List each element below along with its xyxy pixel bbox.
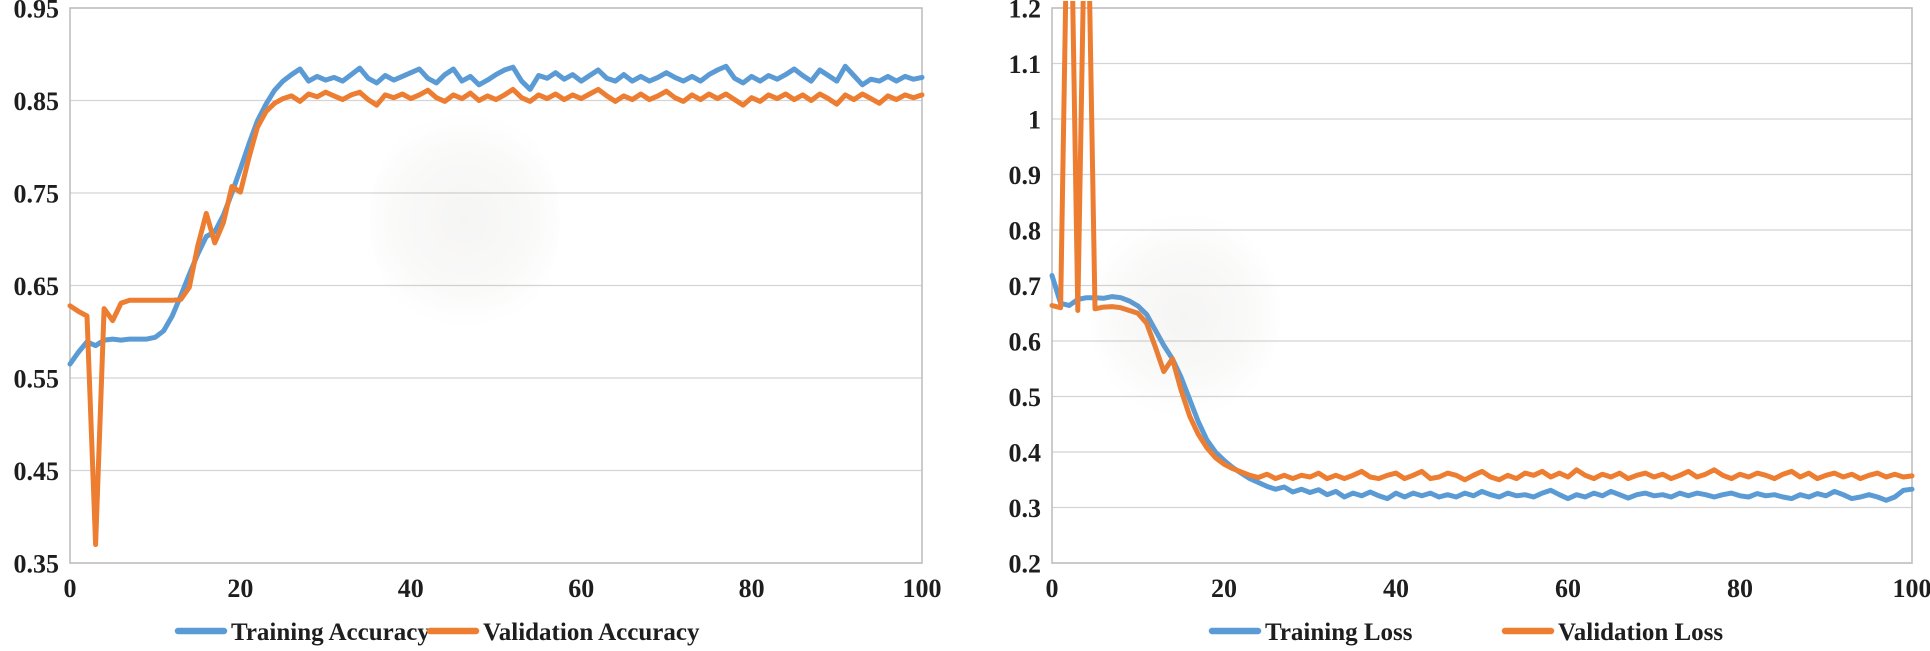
y-tick-label: 1.1: [1009, 50, 1042, 79]
plot-frame: [1051, 7, 1913, 564]
x-tick-label: 0: [64, 574, 77, 603]
x-tick-label: 20: [1211, 574, 1237, 603]
x-tick-label: 60: [1555, 574, 1581, 603]
training-loss-line: [1049, 273, 1915, 503]
training-loss-legend-label: Training Loss: [1265, 619, 1413, 646]
y-tick-label: 0.5: [1009, 383, 1042, 412]
accuracy-chart: 0.35 0.45 0.55 0.65 0.75 0.85 0.95 0 20 40 60 80 100…: [14, 0, 942, 646]
y-tick-label: 0.8: [1009, 217, 1042, 246]
y-tick-label: 0.35: [14, 550, 60, 579]
x-tick-label: 100: [1893, 574, 1930, 603]
y-tick-label: 0.4: [1009, 439, 1042, 468]
y-tick-label: 0.3: [1009, 494, 1042, 523]
validation-accuracy-line: [67, 86, 925, 547]
y-tick-label: 0.6: [1009, 328, 1042, 357]
y-tick-label: 0.85: [14, 87, 60, 116]
y-tick-label: 0.65: [14, 272, 60, 301]
y-tick-label: 1: [1028, 106, 1041, 135]
training-accuracy-line: [67, 63, 925, 367]
training-accuracy-legend-label: Training Accuracy: [231, 619, 430, 646]
x-tick-label: 20: [227, 574, 253, 603]
x-tick-label: 60: [568, 574, 594, 603]
x-tick-label: 40: [1383, 574, 1409, 603]
validation-accuracy-legend-label: Validation Accuracy: [483, 619, 700, 646]
y-tick-label: 0.55: [14, 365, 60, 394]
x-tick-label: 0: [1046, 574, 1059, 603]
y-tick-label: 0.75: [14, 180, 60, 209]
y-tick-label: 0.95: [14, 0, 60, 24]
x-tick-label: 80: [1727, 574, 1753, 603]
y-tick-label: 0.2: [1009, 550, 1042, 579]
loss-chart: 0.2 0.3 0.4 0.5 0.6 0.7 0.8 0.9 1 1.1 1.2 0 20 40 60 80…: [1009, 0, 1930, 646]
y-tick-label: 1.2: [1009, 0, 1042, 24]
y-tick-label: 0.9: [1009, 161, 1042, 190]
x-tick-label: 40: [398, 574, 424, 603]
validation-loss-legend-label: Validation Loss: [1558, 619, 1723, 646]
validation-loss-line: [1049, 1, 1915, 483]
y-tick-label: 0.7: [1009, 272, 1042, 301]
x-tick-label: 100: [903, 574, 942, 603]
x-tick-label: 80: [739, 574, 765, 603]
plot-frame: [69, 7, 923, 564]
y-tick-label: 0.45: [14, 457, 60, 486]
